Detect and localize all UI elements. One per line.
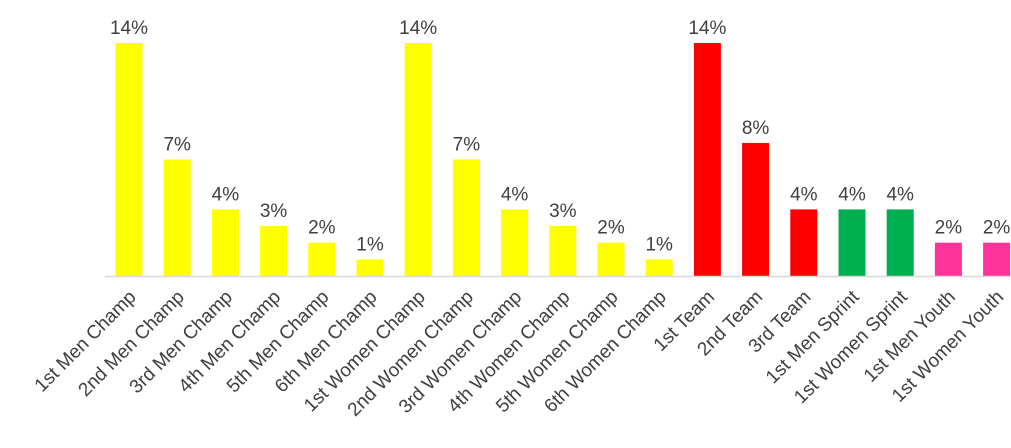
data-label: 2%	[983, 218, 1011, 239]
data-label: 4%	[501, 184, 529, 205]
data-label: 2%	[935, 218, 963, 239]
bars-group	[115, 43, 1011, 276]
data-label: 8%	[742, 118, 770, 139]
data-label: 3%	[549, 201, 577, 222]
data-label: 14%	[399, 18, 437, 39]
data-label: 1%	[356, 234, 384, 255]
bar	[308, 242, 336, 276]
bar	[163, 159, 191, 276]
bar	[404, 43, 432, 276]
data-label: 4%	[886, 184, 914, 205]
data-label: 2%	[597, 218, 625, 239]
bar	[886, 209, 914, 276]
bar	[645, 259, 673, 276]
data-label: 4%	[838, 184, 866, 205]
data-label: 14%	[110, 18, 148, 39]
bar	[260, 226, 288, 276]
data-label: 7%	[453, 135, 481, 156]
bar	[934, 242, 962, 276]
data-label: 4%	[212, 184, 240, 205]
bar	[211, 209, 239, 276]
bar	[452, 159, 480, 276]
data-label: 2%	[308, 218, 336, 239]
data-label: 14%	[688, 18, 726, 39]
bar	[597, 242, 625, 276]
data-label: 3%	[260, 201, 288, 222]
bar	[838, 209, 866, 276]
bar	[115, 43, 143, 276]
bar	[356, 259, 384, 276]
data-label: 4%	[790, 184, 818, 205]
data-label: 7%	[163, 135, 191, 156]
bar	[790, 209, 818, 276]
bar	[983, 242, 1011, 276]
data-labels-group: 14% 7% 4% 3% 2% 1% 14% 7% 4% 3% 2% 1% 14% 8% 4% 4% 4% 2% 2…	[110, 18, 1010, 255]
bar	[549, 226, 577, 276]
bar	[742, 142, 770, 276]
bar	[501, 209, 529, 276]
data-label: 1%	[645, 234, 673, 255]
bar	[693, 43, 721, 276]
